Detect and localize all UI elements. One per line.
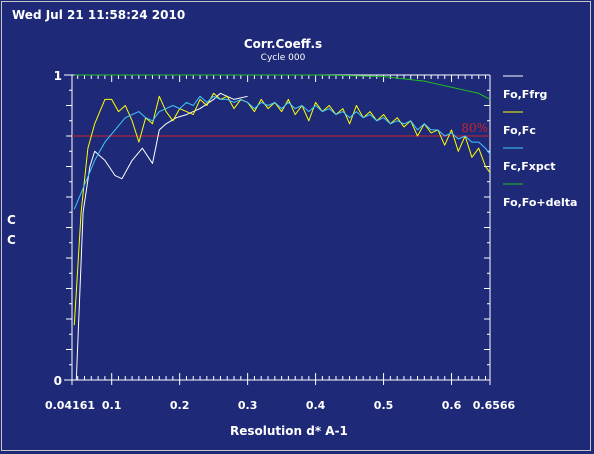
- threshold-label: 80%: [461, 121, 488, 135]
- y-tick-label: 0: [54, 374, 62, 388]
- series-line-fo-fo-delta: [74, 74, 491, 100]
- legend-label: Fc,Fxpct: [503, 160, 555, 173]
- x-tick-label: 0.6566: [473, 399, 516, 412]
- x-axis-label: Resolution d* A-1: [230, 424, 348, 438]
- y-axis-label-line-2: C: [7, 233, 16, 247]
- series-line-fo-ffrg: [75, 92, 248, 381]
- y-axis-label-line-1: C: [7, 213, 16, 227]
- x-tick-label: 0.6: [442, 399, 462, 412]
- series-line-fo-fc: [73, 92, 491, 326]
- x-tick-label: 0.1: [102, 399, 122, 412]
- x-tick-label: 0.4: [306, 399, 326, 412]
- legend-label: Fo,Fc: [503, 124, 536, 137]
- legend-label: Fo,Ffrg: [503, 88, 547, 101]
- x-tick-label: 0.2: [170, 399, 190, 412]
- y-tick-label: 1: [54, 69, 62, 83]
- timestamp: Wed Jul 21 11:58:24 2010: [12, 8, 186, 22]
- legend-label: Fo,Fo+delta: [503, 196, 577, 209]
- series-line-fc-fxpct: [73, 95, 491, 210]
- x-tick-label: 0.04161: [45, 399, 95, 412]
- chart-title: Corr.Coeff.s: [243, 37, 323, 51]
- x-tick-label: 0.3: [238, 399, 258, 412]
- x-tick-label: 0.5: [374, 399, 394, 412]
- chart-subtitle: Cycle 000: [260, 53, 306, 63]
